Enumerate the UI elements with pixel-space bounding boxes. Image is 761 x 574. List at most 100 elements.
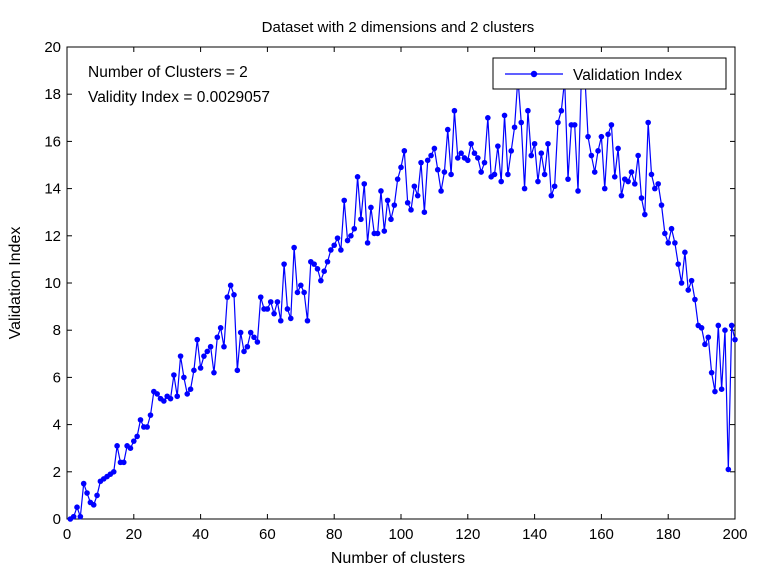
data-point xyxy=(328,247,334,253)
data-point xyxy=(70,513,77,520)
data-point xyxy=(354,174,361,180)
data-point xyxy=(394,176,401,182)
chart-title: Dataset with 2 dimensions and 2 clusters xyxy=(262,19,535,36)
data-point xyxy=(147,412,154,418)
data-point xyxy=(511,124,518,131)
data-point xyxy=(662,230,668,237)
data-point xyxy=(571,122,578,128)
data-point xyxy=(501,112,508,119)
x-tick-label: 40 xyxy=(192,526,209,543)
y-tick-label: 4 xyxy=(53,417,61,434)
y-tick-label: 14 xyxy=(44,181,61,198)
data-point xyxy=(712,388,718,395)
data-point xyxy=(351,225,358,232)
data-point xyxy=(448,171,454,178)
data-point xyxy=(598,133,605,140)
data-point xyxy=(725,466,732,473)
annotation-validity-index: Validity Index = 0.0029057 xyxy=(88,89,270,106)
data-point xyxy=(254,339,261,345)
data-point xyxy=(601,185,608,192)
data-point xyxy=(585,133,591,140)
data-point xyxy=(698,325,705,331)
data-point xyxy=(191,367,197,374)
data-point xyxy=(77,513,84,520)
data-point xyxy=(545,140,551,147)
data-point xyxy=(558,107,565,114)
data-point xyxy=(732,336,738,343)
data-point xyxy=(414,192,421,199)
data-point xyxy=(551,183,558,190)
data-point xyxy=(217,325,224,331)
data-point xyxy=(231,292,237,298)
data-point xyxy=(722,327,728,334)
data-point xyxy=(211,369,217,376)
data-point xyxy=(441,169,448,175)
y-tick-label: 18 xyxy=(44,86,61,103)
data-point xyxy=(625,178,631,185)
x-axis-label: Number of clusters xyxy=(331,550,465,567)
data-point xyxy=(665,240,671,246)
y-tick-label: 16 xyxy=(44,133,61,150)
data-point xyxy=(715,322,722,329)
data-point xyxy=(311,261,317,267)
axis-ticks: 0 20 40 60 80 100 120 140 160 180 200 0 2 4 6 8 10 12 14 16… xyxy=(44,39,747,543)
data-point xyxy=(498,178,505,185)
y-tick-label: 2 xyxy=(53,464,61,481)
data-point xyxy=(314,266,321,272)
data-point xyxy=(237,329,244,336)
data-point xyxy=(181,374,187,381)
data-point xyxy=(184,391,191,397)
annotation-num-clusters: Number of Clusters = 2 xyxy=(88,64,248,81)
data-point xyxy=(675,261,682,267)
data-point xyxy=(475,155,481,161)
data-point xyxy=(728,322,735,329)
data-point xyxy=(144,424,150,430)
x-tick-label: 20 xyxy=(125,526,142,543)
data-point xyxy=(692,296,698,303)
data-point xyxy=(538,150,545,156)
x-tick-label: 120 xyxy=(455,526,480,543)
data-point xyxy=(251,334,257,341)
data-point xyxy=(708,369,715,376)
data-point xyxy=(80,480,87,487)
x-tick-label: 80 xyxy=(326,526,343,543)
data-point xyxy=(591,169,598,175)
data-point xyxy=(454,155,461,161)
data-point xyxy=(234,367,241,374)
data-point xyxy=(321,268,327,275)
data-point xyxy=(384,197,391,204)
y-axis-label: Validation Index xyxy=(7,227,24,340)
data-point xyxy=(468,140,474,147)
data-point xyxy=(628,169,635,175)
data-point xyxy=(528,152,535,159)
data-point xyxy=(110,469,117,475)
data-point xyxy=(204,348,211,355)
data-point xyxy=(281,261,287,267)
data-point xyxy=(424,157,431,164)
data-point xyxy=(434,166,441,173)
data-point xyxy=(672,240,678,246)
data-point xyxy=(428,152,434,159)
y-tick-label: 6 xyxy=(53,369,61,386)
data-point xyxy=(535,178,541,185)
plot-area xyxy=(66,46,736,520)
data-point xyxy=(495,143,501,149)
data-point xyxy=(411,183,418,190)
data-point xyxy=(120,459,127,466)
y-tick-label: 12 xyxy=(44,228,61,245)
data-point xyxy=(171,372,177,378)
series-line-validation-index xyxy=(69,71,736,520)
data-point xyxy=(404,199,411,206)
data-point xyxy=(274,299,281,305)
data-point xyxy=(331,242,338,249)
data-point xyxy=(421,209,428,215)
data-point xyxy=(575,188,581,194)
data-point xyxy=(431,145,438,152)
data-point xyxy=(338,247,344,253)
data-point xyxy=(364,240,371,246)
data-point xyxy=(555,119,561,126)
data-point xyxy=(418,159,424,166)
data-point xyxy=(177,353,184,359)
data-point xyxy=(304,317,311,324)
